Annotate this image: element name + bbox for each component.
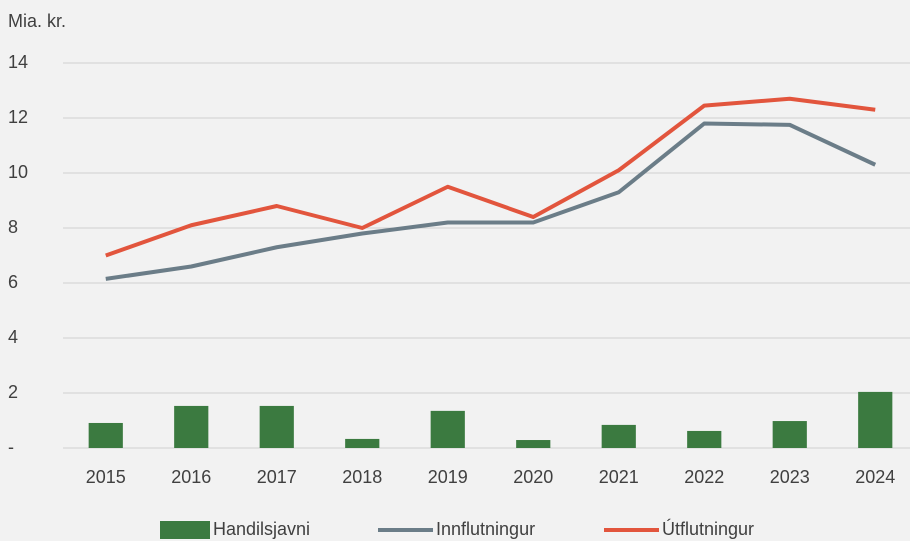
y-tick-label: 14 bbox=[8, 52, 28, 72]
y-tick-label: 10 bbox=[8, 162, 28, 182]
y-axis-label: Mia. kr. bbox=[8, 11, 66, 31]
bar bbox=[858, 391, 893, 448]
bar bbox=[174, 405, 209, 448]
bar bbox=[687, 430, 722, 448]
x-tick-label: 2021 bbox=[599, 467, 639, 487]
x-tick-label: 2018 bbox=[342, 467, 382, 487]
y-tick-label: 12 bbox=[8, 107, 28, 127]
bar bbox=[601, 424, 636, 448]
bar bbox=[430, 410, 465, 448]
line bbox=[105, 121, 877, 281]
x-tick-label: 2024 bbox=[855, 467, 895, 487]
bar bbox=[88, 422, 123, 448]
bar bbox=[345, 438, 380, 448]
y-tick-label: 6 bbox=[8, 272, 18, 292]
bar bbox=[772, 421, 807, 448]
x-tick-label: 2015 bbox=[86, 467, 126, 487]
x-tick-label: 2022 bbox=[684, 467, 724, 487]
y-tick-label: 2 bbox=[8, 382, 18, 402]
x-tick-label: 2020 bbox=[513, 467, 553, 487]
bar bbox=[259, 405, 294, 448]
y-tick-label: - bbox=[8, 437, 14, 457]
x-tick-label: 2023 bbox=[770, 467, 810, 487]
bar bbox=[516, 440, 551, 448]
legend-label: Útflutningur bbox=[662, 518, 754, 539]
legend-label: Innflutningur bbox=[436, 519, 535, 539]
x-tick-label: 2017 bbox=[257, 467, 297, 487]
legend-swatch bbox=[160, 521, 210, 539]
y-tick-label: 8 bbox=[8, 217, 18, 237]
y-tick-label: 4 bbox=[8, 327, 18, 347]
line bbox=[105, 96, 876, 258]
x-tick-label: 2019 bbox=[428, 467, 468, 487]
legend-label: Handilsjavni bbox=[213, 519, 310, 539]
x-tick-label: 2016 bbox=[171, 467, 211, 487]
